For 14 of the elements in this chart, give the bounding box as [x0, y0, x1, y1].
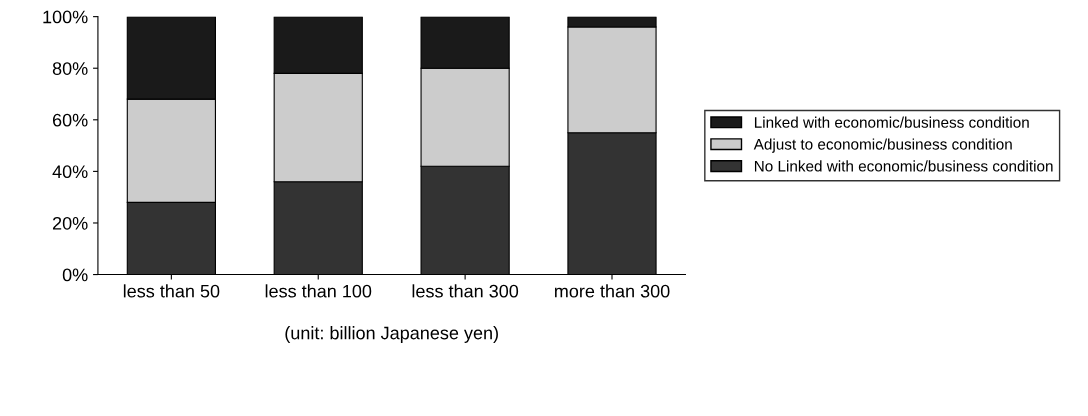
legend-label: Adjust to economic/business condition [753, 138, 1012, 153]
y-tick-label: 100% [43, 10, 88, 24]
x-tick-label: less than 300 [412, 284, 519, 298]
x-tick-label: more than 300 [554, 284, 670, 298]
y-tick-label: 0% [62, 268, 88, 282]
x-tick-label: less than 50 [123, 284, 220, 298]
y-tick-label: 60% [52, 113, 88, 127]
x-tick-label: less than 100 [265, 284, 372, 298]
x-axis-title: (unit: billion Japanese yen) [285, 326, 498, 343]
y-tick-label: 20% [52, 216, 88, 230]
y-tick-label: 40% [52, 165, 88, 179]
legend-label: Linked with economic/business condition [754, 116, 1029, 128]
legend-label: No Linked with economic/business condition [754, 160, 1053, 172]
y-tick-label: 80% [52, 62, 88, 75]
